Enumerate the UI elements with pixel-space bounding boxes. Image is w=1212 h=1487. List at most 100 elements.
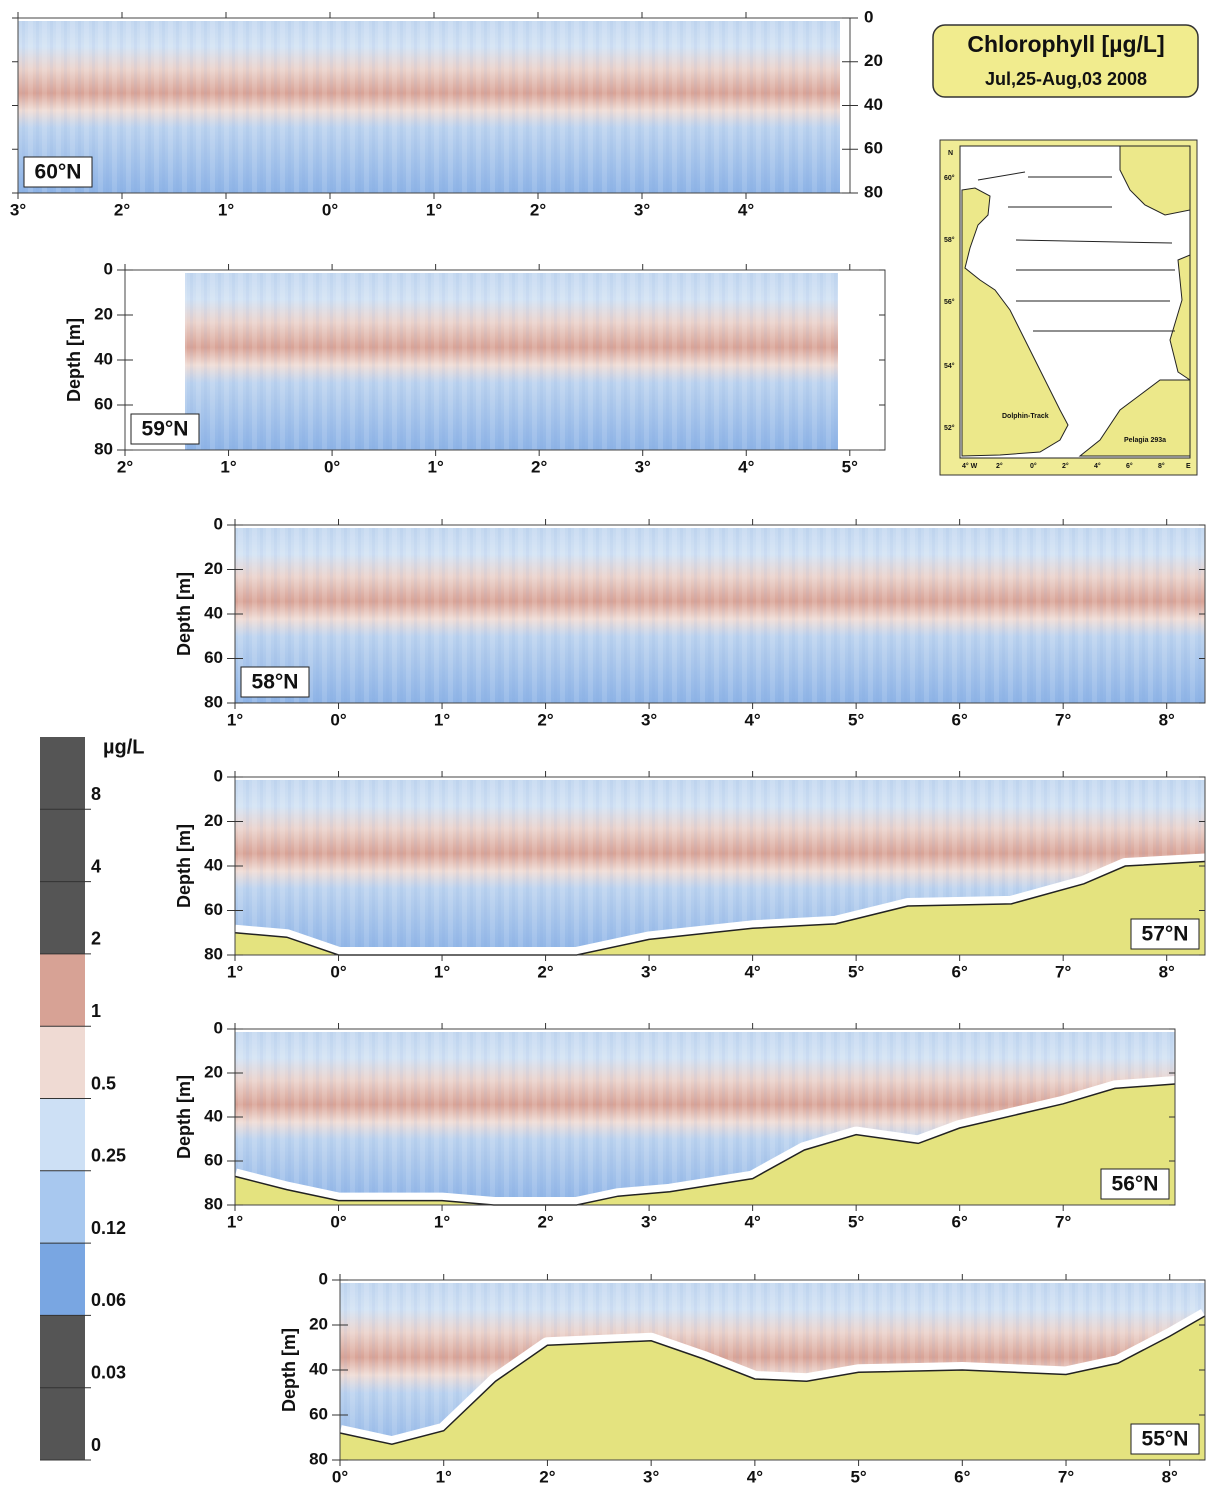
seafloor bbox=[235, 1084, 1175, 1205]
x-tick-label: 2° bbox=[539, 1467, 555, 1486]
panel-label-box bbox=[1100, 1168, 1170, 1200]
seafloor bbox=[340, 1316, 1205, 1460]
map-lon-label: 2° bbox=[996, 462, 1003, 470]
track bbox=[1015, 239, 1173, 244]
map-lon-label: 8° bbox=[1158, 462, 1165, 470]
x-tick-label: 2° bbox=[114, 200, 130, 219]
x-tick-label: 1° bbox=[227, 710, 243, 729]
y-tick-label: 60 bbox=[864, 139, 883, 158]
panel-label-box bbox=[23, 156, 93, 188]
x-tick-label: 3° bbox=[641, 710, 657, 729]
y-tick-label: 0 bbox=[104, 259, 113, 278]
map-tracks bbox=[977, 171, 1175, 332]
x-tick-label: 5° bbox=[848, 1212, 864, 1231]
panel-label: 55°N bbox=[1142, 1428, 1189, 1451]
x-tick-label: 7° bbox=[1058, 1467, 1074, 1486]
y-tick-label: 40 bbox=[864, 95, 883, 114]
x-tick-label: 1° bbox=[434, 962, 450, 981]
map-land bbox=[961, 187, 1069, 457]
colorbar-swatch bbox=[40, 809, 85, 883]
map-lat-label: 60° bbox=[944, 174, 955, 182]
y-axis-label: Depth [m] bbox=[279, 1328, 299, 1412]
y-axis-label: Depth [m] bbox=[174, 572, 194, 656]
map-land bbox=[1078, 254, 1191, 457]
colorbar-swatch bbox=[40, 1170, 85, 1244]
colorbar-swatch bbox=[40, 737, 85, 810]
x-tick-label: 2° bbox=[537, 1212, 553, 1231]
map-lat-label: 52° bbox=[944, 424, 955, 432]
x-tick-label: 0° bbox=[330, 962, 346, 981]
y-tick-label: 60 bbox=[204, 1150, 223, 1169]
x-tick-label: 4° bbox=[738, 457, 754, 476]
colorbar-title: µg/L bbox=[103, 736, 145, 758]
x-tick-label: 2° bbox=[531, 457, 547, 476]
x-tick-label: 3° bbox=[10, 200, 26, 219]
y-tick-label: 20 bbox=[204, 1062, 223, 1081]
map-label: Dolphin-Track bbox=[1002, 413, 1049, 420]
seafloor bbox=[235, 861, 1205, 955]
x-tick-label: 4° bbox=[744, 1212, 760, 1231]
colorbar-label: 4 bbox=[91, 856, 101, 876]
x-tick-label: 6° bbox=[952, 1212, 968, 1231]
x-tick-label: 1° bbox=[434, 1212, 450, 1231]
colorbar-swatch bbox=[40, 1387, 85, 1461]
y-axis-label: Depth [m] bbox=[64, 318, 84, 402]
y-tick-label: 0 bbox=[214, 1018, 223, 1037]
y-tick-label: 60 bbox=[94, 394, 113, 413]
map-lat-label: 56° bbox=[944, 298, 955, 306]
x-tick-label: 3° bbox=[641, 962, 657, 981]
colorbar-label: 2 bbox=[91, 929, 101, 949]
x-tick-label: 0° bbox=[324, 457, 340, 476]
y-tick-label: 40 bbox=[94, 349, 113, 368]
y-tick-label: 20 bbox=[864, 51, 883, 70]
field-texture bbox=[185, 273, 838, 450]
colorbar-label: 0.03 bbox=[91, 1362, 126, 1382]
y-tick-label: 80 bbox=[204, 692, 223, 711]
panel-label-box bbox=[130, 413, 200, 445]
title-box: Chlorophyll [µg/L] Jul,25-Aug,03 2008 bbox=[932, 24, 1199, 98]
x-tick-label: 4° bbox=[744, 710, 760, 729]
panel-label-box bbox=[240, 666, 310, 698]
x-tick-label: 5° bbox=[848, 962, 864, 981]
x-tick-label: 4° bbox=[744, 962, 760, 981]
x-tick-label: 7° bbox=[1055, 962, 1071, 981]
colorbar-swatch bbox=[40, 953, 85, 1027]
x-tick-label: 5° bbox=[842, 457, 858, 476]
panel-label: 56°N bbox=[1112, 1173, 1159, 1196]
y-axis-label: Depth [m] bbox=[174, 1075, 194, 1159]
colorbar-label: 0.12 bbox=[91, 1218, 126, 1238]
colorbar-label: 0.06 bbox=[91, 1290, 126, 1310]
x-tick-label: 4° bbox=[738, 200, 754, 219]
map-lon-label: 4° W bbox=[962, 462, 978, 470]
y-tick-label: 0 bbox=[214, 766, 223, 785]
x-tick-label: 8° bbox=[1162, 1467, 1178, 1486]
x-tick-label: 6° bbox=[952, 962, 968, 981]
map-lon-label: 4° bbox=[1094, 462, 1101, 470]
x-tick-label: 6° bbox=[952, 710, 968, 729]
x-tick-label: 0° bbox=[332, 1467, 348, 1486]
colorbar-swatch bbox=[40, 1098, 85, 1172]
y-tick-label: 20 bbox=[204, 811, 223, 830]
colorbar-label: 0.25 bbox=[91, 1146, 126, 1166]
x-tick-label: 4° bbox=[747, 1467, 763, 1486]
title: Chlorophyll [µg/L] bbox=[967, 31, 1164, 57]
y-tick-label: 60 bbox=[204, 648, 223, 667]
x-tick-label: 3° bbox=[641, 1212, 657, 1231]
x-tick-label: 3° bbox=[635, 457, 651, 476]
x-tick-label: 1° bbox=[227, 1212, 243, 1231]
y-tick-label: 0 bbox=[214, 514, 223, 533]
x-tick-label: 0° bbox=[330, 710, 346, 729]
x-tick-label: 2° bbox=[537, 710, 553, 729]
y-tick-label: 80 bbox=[204, 944, 223, 963]
map-inset: N Dolphin-Track Pelagia 293a 60° 58° 56° 54… bbox=[939, 139, 1198, 476]
y-tick-label: 40 bbox=[204, 603, 223, 622]
x-tick-label: 0° bbox=[330, 1212, 346, 1231]
map-lat-label: 54° bbox=[944, 362, 955, 370]
track bbox=[977, 171, 1026, 181]
y-tick-label: 20 bbox=[204, 559, 223, 578]
y-tick-label: 0 bbox=[864, 7, 873, 26]
map-lon-label: 2° bbox=[1062, 462, 1069, 470]
seafloor-line bbox=[339, 1315, 1206, 1446]
